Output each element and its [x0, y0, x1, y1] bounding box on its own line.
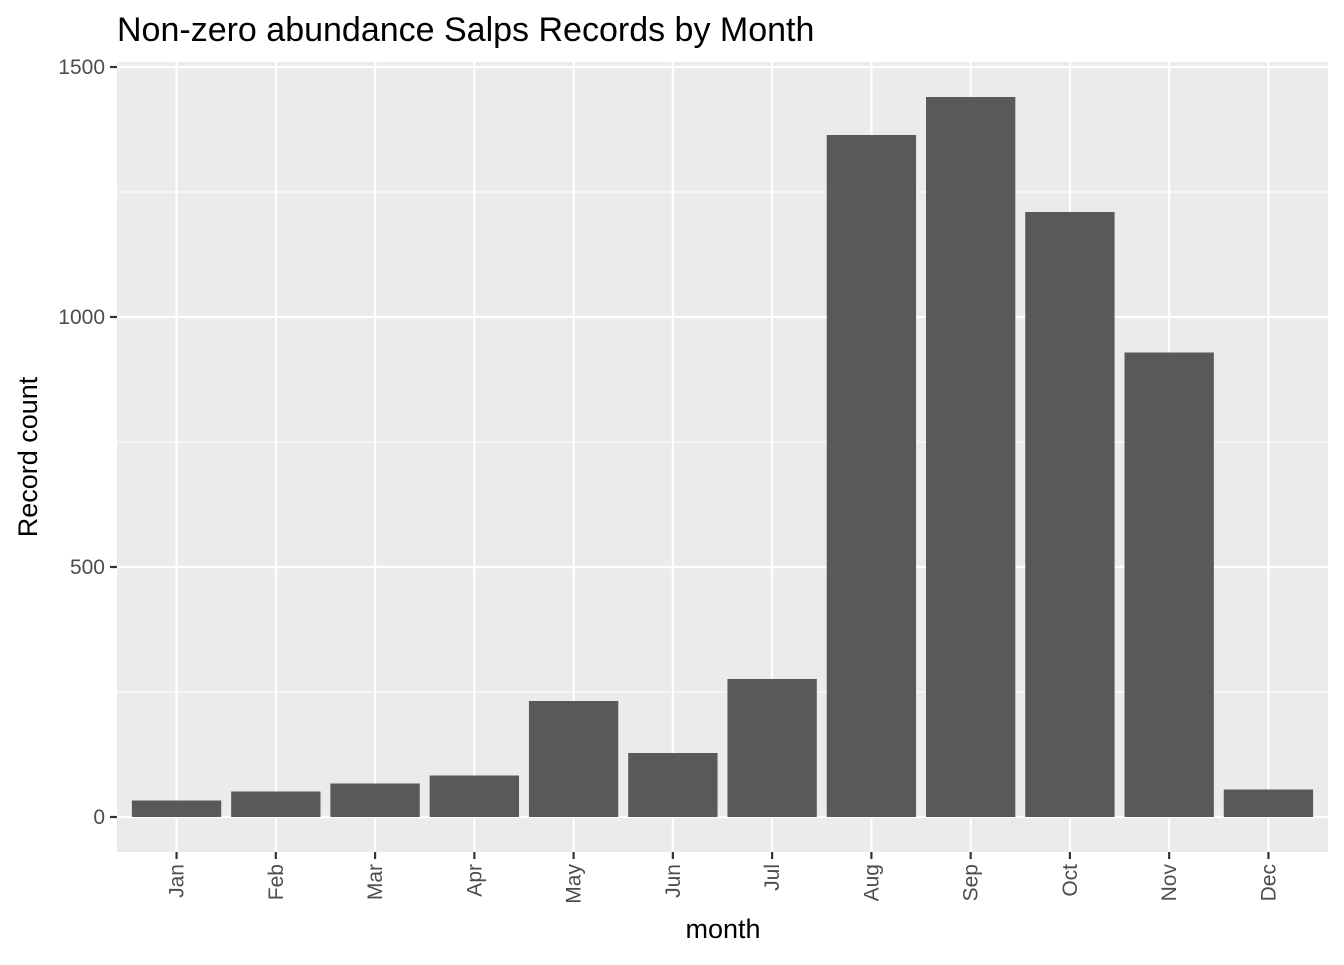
bar-sep	[925, 97, 1016, 817]
x-tick-label: Aug	[860, 864, 883, 901]
x-tick-label: May	[563, 864, 586, 904]
x-tick-label: Nov	[1158, 864, 1181, 902]
x-tick-label: Apr	[463, 864, 486, 897]
y-tick-label: 1000	[58, 306, 105, 329]
bar-aug	[826, 135, 917, 817]
x-tick-label: Mar	[364, 864, 387, 900]
x-tick-label: Jul	[761, 864, 784, 891]
bar-nov	[1124, 352, 1214, 817]
x-axis-label: month	[685, 914, 760, 944]
bars	[131, 97, 1314, 817]
bar-apr	[429, 775, 520, 817]
y-axis: 0 500 1000 1500	[58, 56, 117, 829]
bar-may	[528, 701, 619, 817]
bar-dec	[1223, 789, 1314, 817]
bar-feb	[231, 791, 321, 817]
y-axis-label: Record count	[13, 376, 43, 537]
y-tick-label: 1500	[58, 56, 105, 79]
x-tick-label: Feb	[265, 864, 288, 900]
x-tick-label: Jun	[662, 864, 685, 898]
x-axis: Jan Feb Mar Apr May Jun Jul Aug Sep Oct Nov Dec	[166, 852, 1280, 904]
chart-title: Non-zero abundance Salps Records by Mont…	[117, 11, 814, 49]
x-tick-label: Sep	[960, 864, 983, 901]
bar-oct	[1025, 212, 1115, 817]
x-tick-label: Dec	[1257, 864, 1280, 901]
x-tick-label: Oct	[1059, 864, 1082, 897]
y-tick-label: 500	[70, 556, 105, 579]
bar-mar	[330, 783, 420, 817]
y-tick-label: 0	[93, 806, 105, 829]
x-tick-label: Jan	[166, 864, 189, 898]
bar-jul	[727, 679, 817, 817]
bar-jan	[131, 800, 222, 817]
bar-jun	[628, 753, 718, 817]
